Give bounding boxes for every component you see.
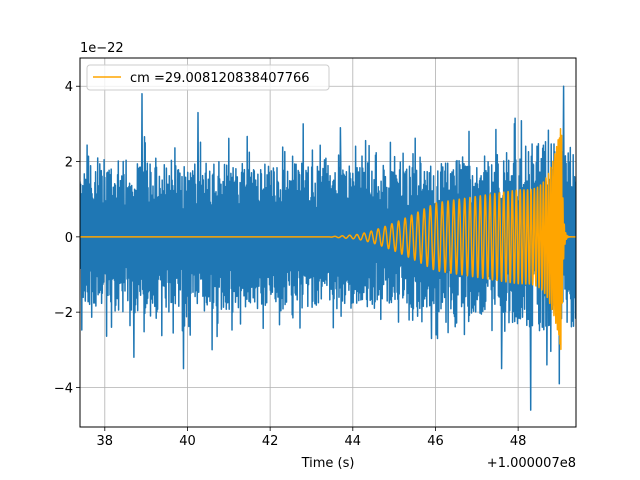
series-layer [80,85,576,411]
x-offset-label: +1.000007e8 [487,456,576,471]
x-tick-label: 40 [179,434,196,449]
series-cm-line [80,127,576,351]
x-tick-label: 38 [97,434,114,449]
y-tick-label: 2 [65,156,73,171]
legend-label-cm: cm =29.008120838407766 [130,71,310,86]
legend: cm =29.008120838407766 [86,64,330,91]
ticks: 38 40 42 44 46 48 −4 −2 0 2 4 [54,80,527,449]
x-tick-label: 46 [427,434,444,449]
x-tick-label: 44 [345,434,362,449]
y-tick-label: −2 [54,306,73,321]
x-axis-label: Time (s) [301,456,355,471]
x-tick-label: 42 [262,434,279,449]
y-scale-label: 1e−22 [80,41,124,56]
plot-frame [79,57,577,428]
legend-box [86,64,330,91]
y-tick-label: 4 [65,80,73,95]
y-tick-label: 0 [65,231,73,246]
y-tick-label: −4 [54,381,73,396]
x-tick-label: 48 [510,434,527,449]
